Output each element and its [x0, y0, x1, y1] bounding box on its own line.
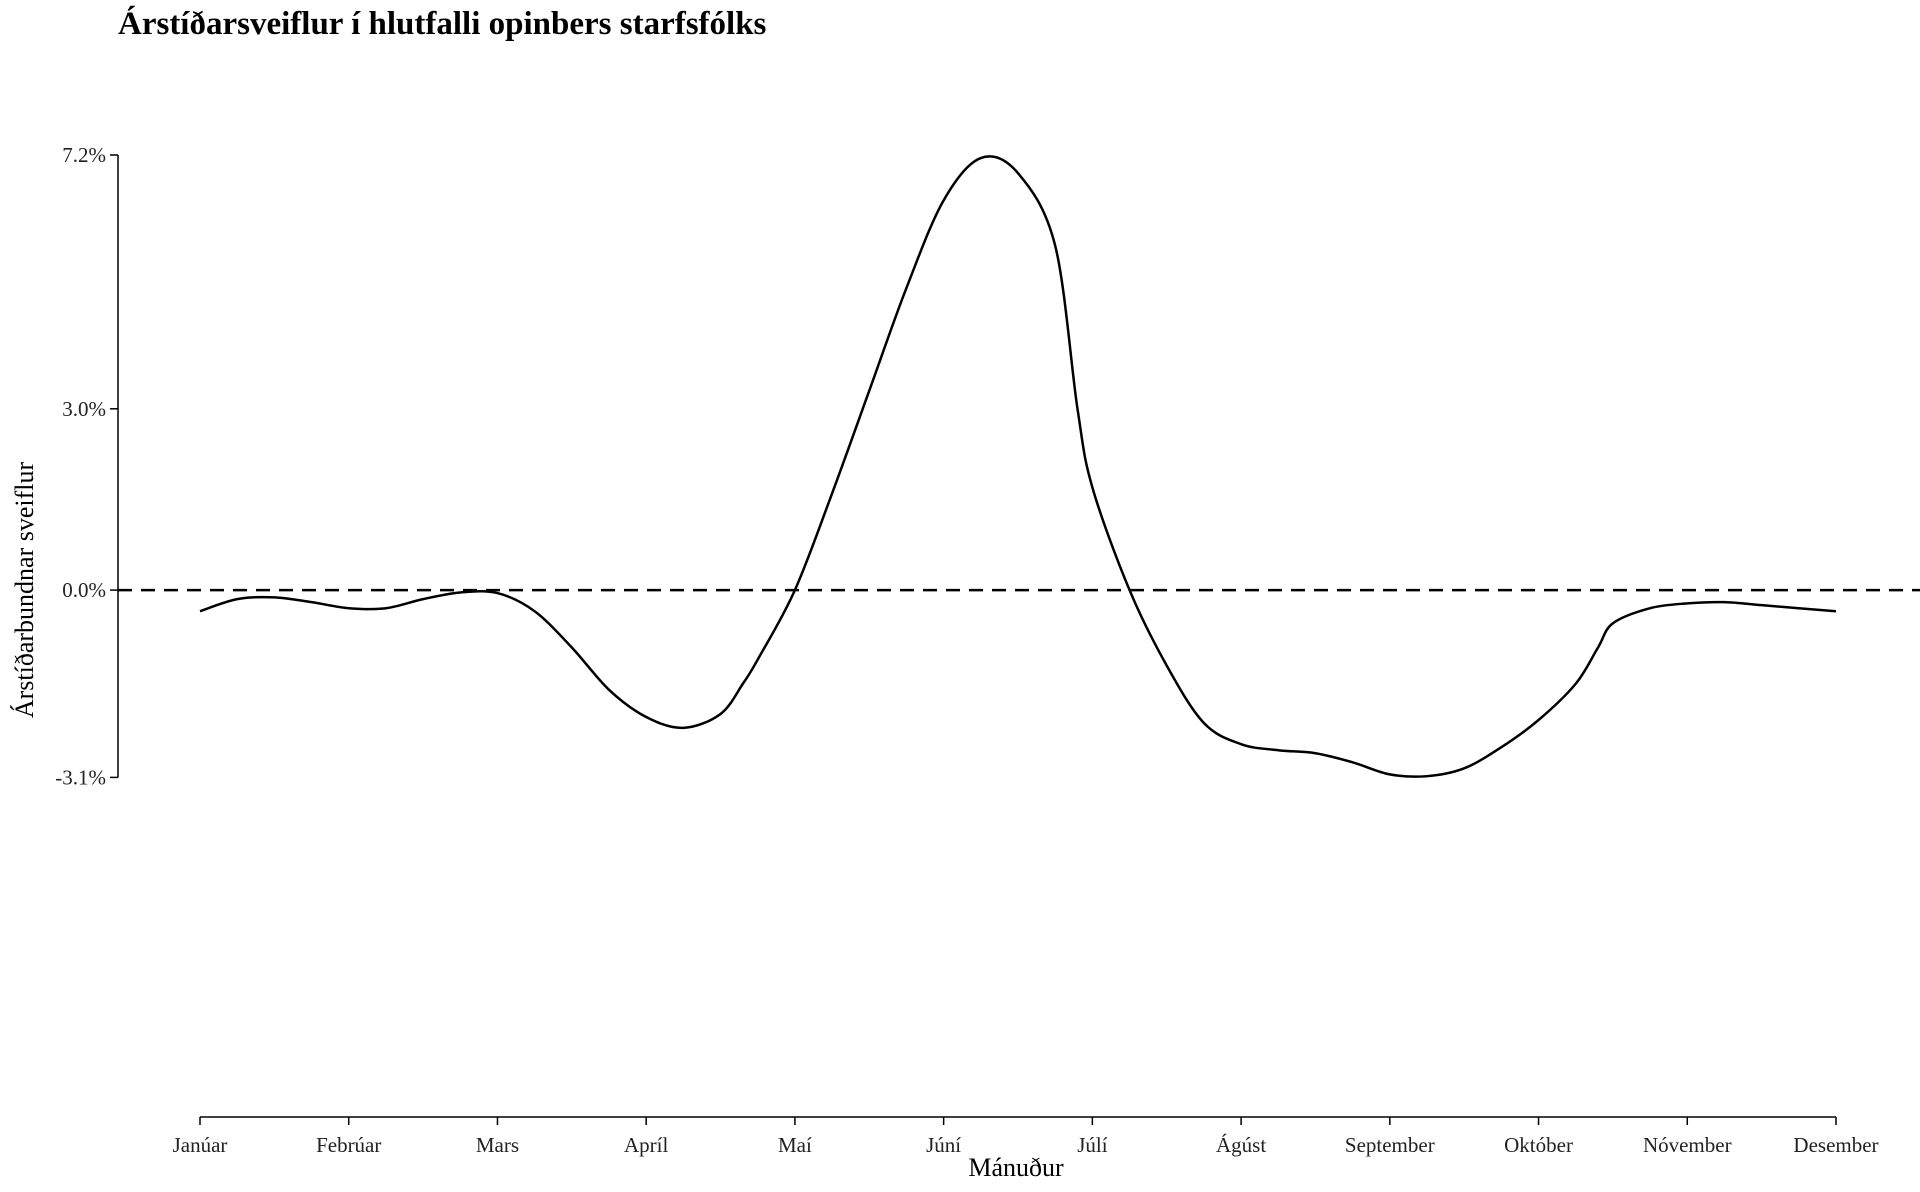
x-tick-label: Júlí [1077, 1133, 1108, 1157]
y-tick-label: 7.2% [62, 143, 106, 167]
x-tick-label: Maí [778, 1133, 812, 1157]
x-axis-title: Mánuður [968, 1153, 1064, 1182]
y-axis: -3.1% 0.0% 3.0% 7.2% [55, 143, 119, 789]
y-axis-title: Árstíðarbundnar sveiflur [10, 462, 39, 719]
chart-title: Árstíðarsveiflur í hlutfalli opinbers st… [118, 6, 767, 42]
x-tick-label: September [1345, 1133, 1435, 1157]
x-tick-label: Mars [476, 1133, 519, 1157]
x-tick-label: Júní [926, 1133, 961, 1157]
y-tick-label: -3.1% [55, 765, 106, 789]
x-tick-label: Desember [1793, 1133, 1878, 1157]
x-tick-label: Febrúar [316, 1133, 381, 1157]
y-tick-label: 3.0% [62, 397, 106, 421]
x-axis: Janúar Febrúar Mars Apríl Maí Júní Júlí Ágúst Se… [173, 1116, 1879, 1157]
x-tick-label: Janúar [173, 1133, 228, 1157]
x-tick-label: Ágúst [1216, 1133, 1266, 1157]
y-tick-label: 0.0% [62, 578, 106, 602]
x-tick-label: Nóvember [1643, 1133, 1732, 1157]
x-tick-label: Apríl [624, 1133, 668, 1157]
series-line [199, 155, 1837, 778]
x-tick-label: Október [1504, 1133, 1573, 1157]
series-group [199, 155, 1837, 778]
